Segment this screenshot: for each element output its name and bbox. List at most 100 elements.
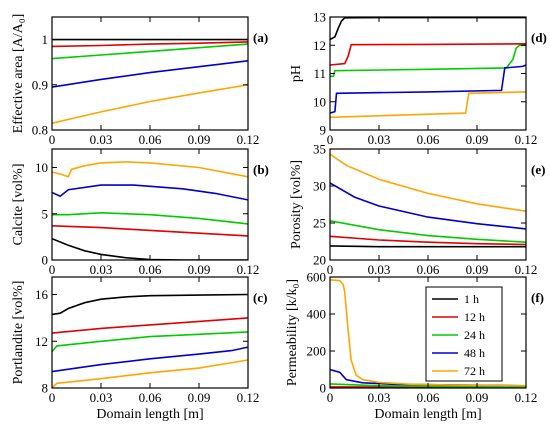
x-tick-label: 0.06: [139, 132, 162, 147]
y-tick-label: 10: [35, 160, 48, 175]
x-tick-label: 0: [49, 262, 56, 277]
y-axis-label: pH: [289, 65, 304, 82]
y-tick-label: 9: [320, 123, 327, 138]
legend: 1 h 12 h 24 h 48 h 72 h: [425, 286, 503, 382]
x-tick-label: 0: [327, 390, 334, 405]
x-tick-label: 0.09: [466, 132, 489, 147]
x-tick-label: 0.12: [515, 132, 538, 147]
x-tick-label: 0: [327, 132, 334, 147]
y-axis-label: Permeability [k/k₀]: [285, 279, 300, 386]
x-tick-label: 0: [327, 262, 334, 277]
panel-label: (f): [531, 290, 544, 305]
series-line-12h: [52, 41, 248, 48]
series-line-72h: [330, 153, 526, 212]
panel-label: (e): [531, 162, 545, 177]
series-line-24h: [52, 331, 248, 353]
series-group: [52, 38, 248, 124]
panel-1: 0 0.03 0.06 0.09 0.12 0.8 0.9 1 Effective area […: [11, 14, 268, 147]
series-line-24h: [52, 43, 248, 60]
series-line-48h: [330, 182, 526, 230]
panel-label: (d): [531, 30, 547, 45]
y-tick-label: 13: [313, 10, 326, 25]
y-axis-label: Porosity [vol%]: [289, 160, 304, 249]
y-tick-label: 11: [313, 66, 326, 81]
panel-label: (b): [253, 162, 269, 177]
series-line-24h: [330, 44, 526, 78]
x-tick-label: 0.12: [237, 132, 260, 147]
plot-frame: [51, 16, 249, 131]
legend-label: 24 h: [464, 328, 485, 342]
x-tick-label: 0.03: [90, 132, 113, 147]
y-tick-label: 12: [35, 334, 48, 349]
panel-label: (a): [253, 30, 268, 45]
x-tick-label: 0.09: [188, 132, 211, 147]
plot-frame: [51, 276, 249, 389]
series-line-12h: [52, 225, 248, 237]
series-line-12h: [330, 235, 526, 246]
series-group: [52, 161, 248, 260]
y-tick-label: 20: [313, 253, 326, 268]
x-tick-label: 0.12: [515, 390, 538, 405]
y-tick-label: 200: [307, 344, 327, 359]
series-line-48h: [52, 346, 248, 373]
x-tick-label: 0.03: [368, 390, 391, 405]
x-tick-label: 0.09: [188, 390, 211, 405]
legend-box: [425, 286, 503, 382]
series-line-12h: [330, 43, 526, 66]
x-axis-label: Domain length [m]: [96, 407, 203, 422]
y-axis-label: Calcite [vol%]: [11, 163, 26, 245]
x-tick-label: 0.06: [139, 390, 162, 405]
legend-label: 48 h: [464, 346, 485, 360]
series-line-72h: [52, 359, 248, 388]
series-group: [52, 293, 248, 388]
x-tick-label: 0.09: [466, 262, 489, 277]
y-tick-label: 400: [307, 307, 327, 322]
panel-label: (c): [253, 290, 267, 305]
panel-3: 0 0.03 0.06 0.09 0.12 8 12 16 Portlandite [vol%]…: [11, 276, 267, 422]
panel-2: 0 0.03 0.06 0.09 0.12 0 5 10 Calcite [vol%] (b): [11, 148, 269, 277]
y-tick-label: 1: [42, 32, 49, 47]
x-tick-label: 0.03: [368, 262, 391, 277]
y-tick-label: 10: [313, 94, 326, 109]
plot-frame: [51, 148, 249, 261]
y-tick-label: 0.8: [32, 123, 48, 138]
panel-6: 0 0.03 0.06 0.09 0.12 0 200 400 600 Permeability …: [285, 270, 544, 423]
legend-label: 1 h: [464, 292, 479, 306]
plot-frame: [329, 16, 527, 131]
y-tick-label: 16: [35, 287, 49, 302]
x-tick-label: 0.06: [417, 132, 440, 147]
y-tick-label: 0: [42, 253, 49, 268]
series-group: [330, 17, 526, 119]
panel-5: 0 0.03 0.06 0.09 0.12 20 25 30 35 Porosity [vol%]…: [289, 142, 545, 278]
y-tick-label: 0: [320, 381, 327, 396]
x-tick-label: 0.12: [515, 262, 538, 277]
y-tick-label: 8: [42, 381, 49, 396]
x-tick-label: 0.03: [90, 262, 113, 277]
series-line-1h: [52, 293, 248, 316]
series-line-1h: [330, 245, 526, 248]
x-tick-label: 0.09: [188, 262, 211, 277]
x-tick-label: 0.06: [417, 390, 440, 405]
legend-label: 72 h: [464, 364, 485, 378]
series-line-72h: [330, 91, 526, 119]
series-line-48h: [52, 184, 248, 201]
y-tick-label: 30: [313, 179, 326, 194]
x-tick-label: 0.03: [90, 390, 113, 405]
y-tick-label: 5: [42, 206, 49, 221]
x-axis-label: Domain length [m]: [374, 407, 481, 422]
y-tick-label: 35: [313, 142, 326, 157]
y-tick-label: 25: [313, 216, 326, 231]
y-axis-label: Effective area [A/A₀]: [11, 14, 26, 134]
x-tick-label: 0.12: [237, 262, 260, 277]
x-tick-label: 0: [49, 132, 56, 147]
legend-label: 12 h: [464, 310, 485, 324]
x-tick-label: 0.03: [368, 132, 391, 147]
series-line-72h: [52, 84, 248, 124]
y-axis-label: Portlandite [vol%]: [11, 281, 26, 385]
series-group: [330, 153, 526, 248]
series-line-48h: [52, 60, 248, 88]
x-tick-label: 0: [49, 390, 56, 405]
y-tick-label: 12: [313, 38, 326, 53]
series-line-48h: [330, 64, 526, 114]
